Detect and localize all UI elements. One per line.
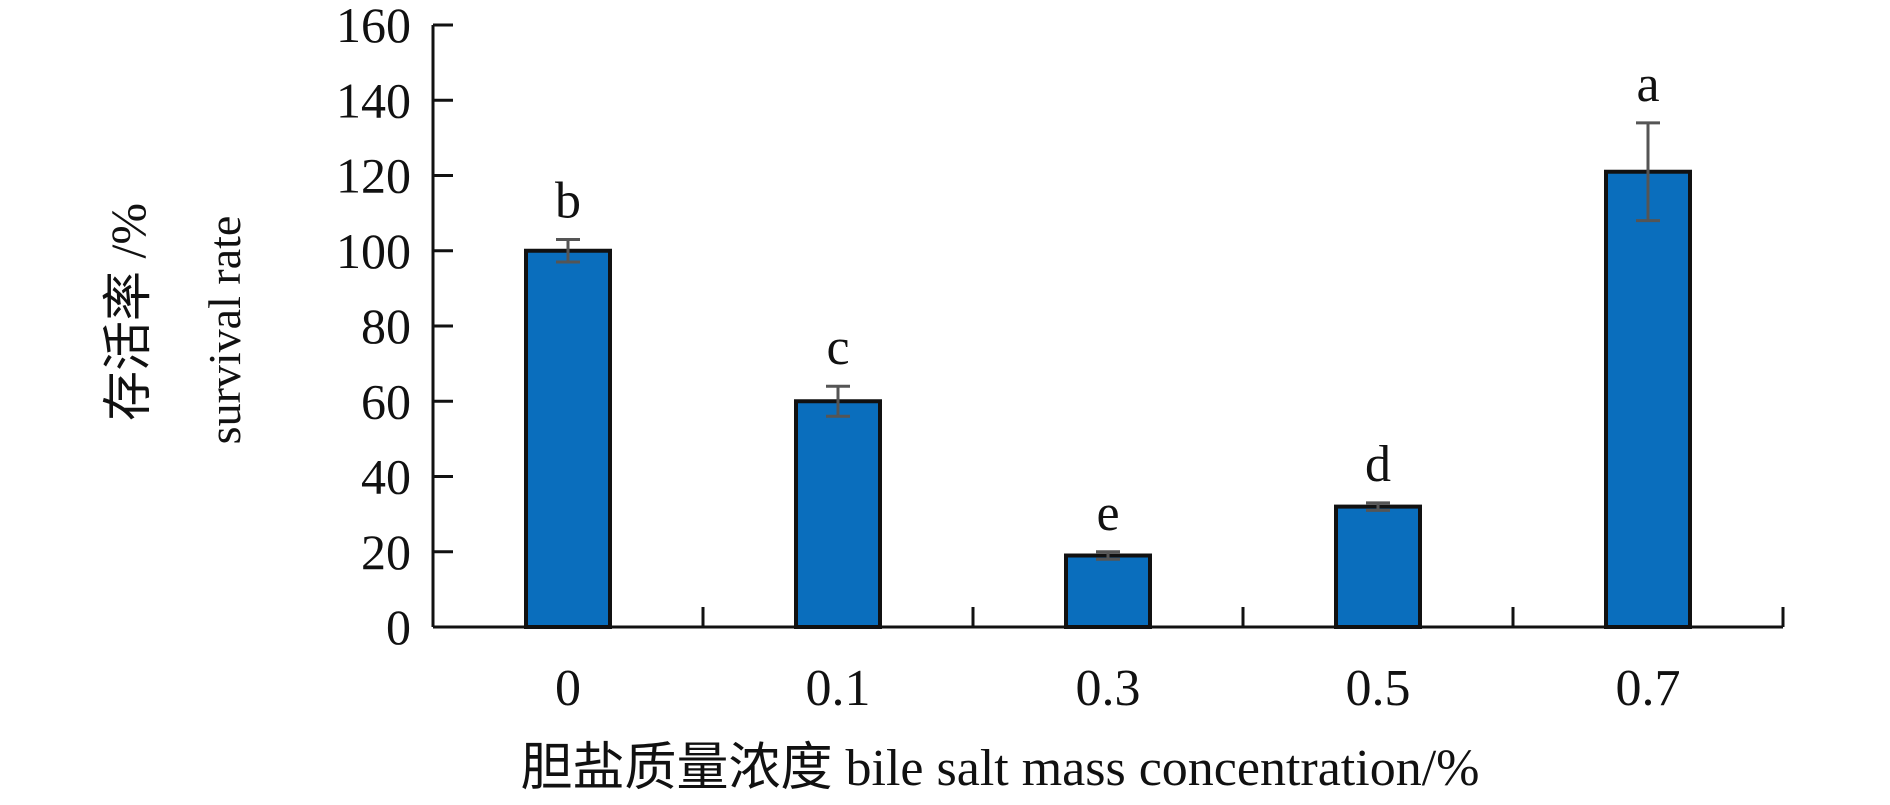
y-tick-label: 60 [361,373,411,429]
y-axis-title-line2: survival rate [199,216,250,445]
y-tick-label: 80 [361,298,411,354]
y-tick-label: 160 [336,0,411,53]
x-axis: 0 0.1 0.3 0.5 0.7 [433,607,1785,717]
significance-letter: c [826,319,849,376]
bar [794,399,882,629]
y-tick-label: 140 [336,72,411,128]
y-axis-title-line1: 存活率 /% [100,203,156,421]
y-tick-label: 40 [361,449,411,505]
significance-letter: b [555,172,581,229]
bar [1064,553,1152,630]
error-bars [556,121,1660,561]
y-tick-label: 20 [361,524,411,580]
y-axis: 0 20 40 60 80 100 120 140 160 [336,0,453,655]
x-tick-label: 0.1 [806,660,871,717]
x-tick-label: 0.3 [1076,660,1141,717]
significance-letter: e [1096,485,1119,542]
significance-letter: d [1365,436,1391,493]
x-tick-label: 0.7 [1616,660,1681,717]
bars [524,169,1692,630]
x-tick-label: 0.5 [1346,660,1411,717]
bar [1334,504,1422,630]
bar [524,248,612,629]
x-tick-label: 0 [555,660,581,717]
x-axis-title: 胆盐质量浓度 bile salt mass concentration/% [521,740,1480,797]
significance-letters: b c e d a [555,56,1660,542]
y-tick-label: 120 [336,148,411,204]
y-tick-label: 100 [336,223,411,279]
bar [1604,169,1692,630]
significance-letter: a [1636,56,1659,113]
y-tick-label: 0 [386,599,411,655]
